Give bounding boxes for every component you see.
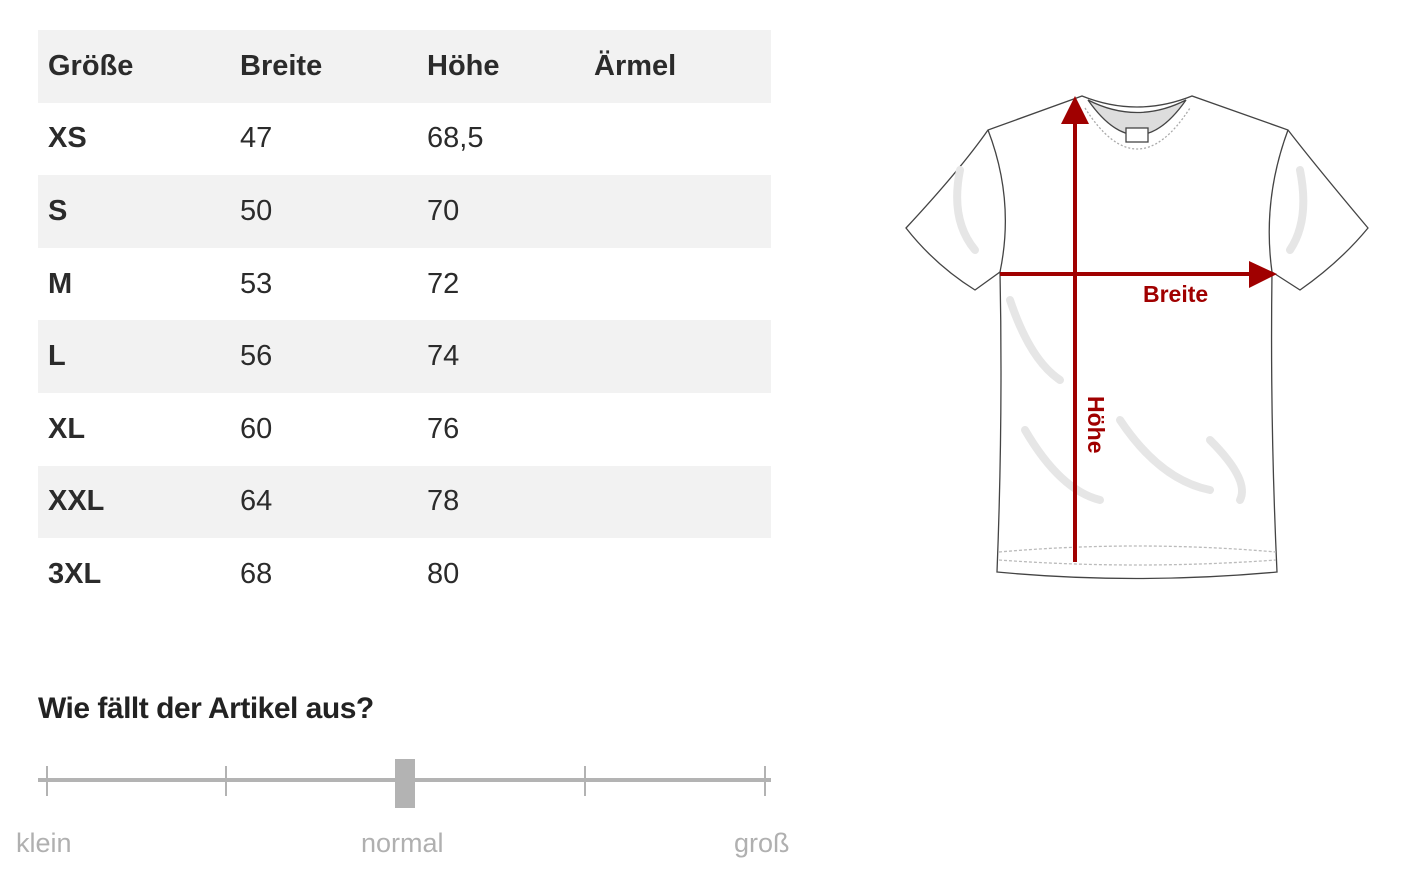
hoehe-cell: 68,5: [427, 122, 484, 155]
breite-cell: 53: [240, 267, 273, 300]
breite-cell: 50: [240, 194, 273, 227]
slider-thumb[interactable]: [395, 759, 415, 808]
table-row: XL 60 76: [38, 393, 771, 466]
table-header-row: Größe Breite Höhe Ärmel: [38, 30, 771, 103]
table-row: L 56 74: [38, 320, 771, 393]
table-row: S 50 70: [38, 175, 771, 248]
hoehe-cell: 74: [427, 340, 460, 373]
size-cell: S: [48, 194, 68, 227]
header-breite: Breite: [240, 49, 323, 82]
measurement-arrows: Breite Höhe: [1000, 96, 1277, 562]
breite-cell: 47: [240, 122, 273, 155]
fabric-folds: [953, 166, 1308, 504]
width-label: Breite: [1143, 281, 1208, 307]
arrow-up-icon: [1061, 96, 1089, 124]
size-cell: M: [48, 267, 73, 300]
size-cell: XXL: [48, 485, 105, 518]
fit-slider[interactable]: [38, 755, 771, 813]
breite-cell: 56: [240, 340, 273, 373]
fit-label-small: klein: [16, 828, 72, 858]
size-cell: 3XL: [48, 557, 102, 590]
header-groesse: Größe: [48, 49, 134, 82]
breite-cell: 68: [240, 557, 273, 590]
size-cell: XL: [48, 412, 86, 445]
table-row: M 53 72: [38, 248, 771, 321]
size-cell: L: [48, 340, 66, 373]
fit-label-normal: normal: [361, 828, 444, 858]
hoehe-cell: 72: [427, 267, 460, 300]
tshirt-outline: [905, 95, 1369, 580]
breite-cell: 64: [240, 485, 273, 518]
arrow-right-icon: [1249, 261, 1277, 288]
slider-tick: [584, 766, 586, 796]
table-row: 3XL 68 80: [38, 538, 771, 611]
slider-tick: [764, 766, 766, 796]
slider-tick: [225, 766, 227, 796]
header-hoehe: Höhe: [427, 49, 500, 82]
height-label: Höhe: [1083, 396, 1109, 454]
table-row: XS 47 68,5: [38, 103, 771, 176]
hoehe-cell: 70: [427, 194, 460, 227]
fit-question-title: Wie fällt der Artikel aus?: [38, 692, 374, 725]
size-table: Größe Breite Höhe Ärmel XS 47 68,5 S 50 70 M 53…: [38, 30, 771, 611]
hoehe-cell: 78: [427, 485, 460, 518]
table-row: XXL 64 78: [38, 465, 771, 539]
size-cell: XS: [48, 122, 87, 155]
header-aermel: Ärmel: [594, 49, 677, 82]
hoehe-cell: 76: [427, 412, 460, 445]
fit-label-large: groß: [734, 828, 790, 858]
hoehe-cell: 80: [427, 557, 460, 590]
slider-tick: [46, 766, 48, 796]
breite-cell: 60: [240, 412, 273, 445]
